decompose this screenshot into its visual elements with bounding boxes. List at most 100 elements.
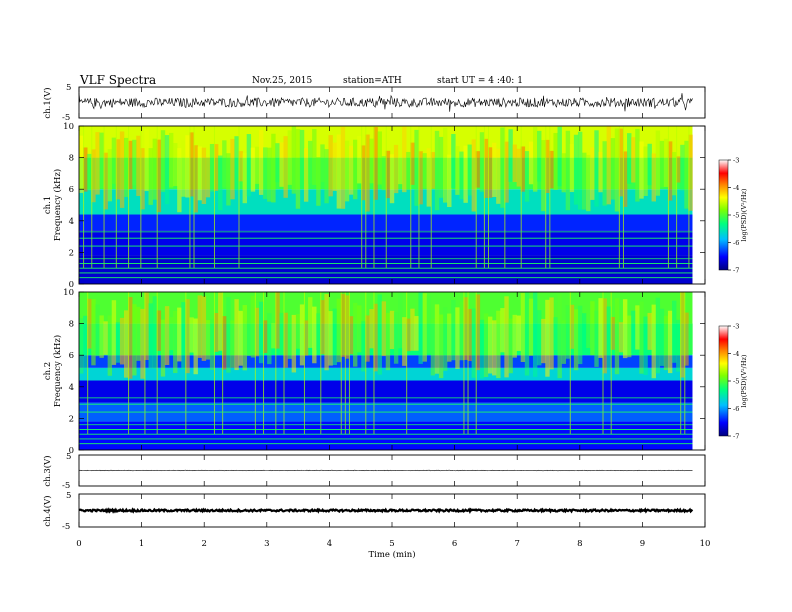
time-tick-label: 9 xyxy=(640,539,645,549)
ch1-spectrogram-streak xyxy=(336,134,342,209)
ch1-spectrogram-sferic xyxy=(189,126,191,269)
ch1-spectrogram-streak xyxy=(594,130,599,207)
ch2-spectrogram-sferic xyxy=(222,292,224,435)
ch2-spectrogram-streak xyxy=(565,305,571,359)
ch2-spectrogram-streak xyxy=(218,292,223,351)
ch2-spectrogram-streak xyxy=(111,300,117,365)
ch1-spectrogram-streak xyxy=(173,143,178,187)
ch1-spectrogram-streak xyxy=(647,143,652,186)
ch1-spectrogram-streak xyxy=(373,127,378,200)
ch1-spectrogram-streak xyxy=(369,138,374,184)
ch2-spectrogram-streak xyxy=(639,301,644,374)
ch2-spectrogram-streak xyxy=(164,306,170,366)
ch1-spectrogram-sferic xyxy=(667,126,669,269)
ch2-spectrogram-streak xyxy=(353,302,358,367)
ch1-spectrogram-streak xyxy=(357,135,362,184)
ch1-spectrogram-streak xyxy=(496,148,501,204)
ch1-spectrogram-streak xyxy=(222,140,227,188)
ch1-spectrogram-streak xyxy=(479,132,485,192)
ch1-spectrogram-streak xyxy=(651,153,656,202)
ch1-spectrogram-streak xyxy=(447,154,452,207)
ch2-spectrogram-streak xyxy=(230,320,235,368)
ch2-spectrogram-streak xyxy=(287,322,292,359)
ch2-spectrogram-ytick-label: 4 xyxy=(69,383,74,393)
ch2-spectrogram-streak xyxy=(299,304,305,366)
ch2-spectrogram-streak xyxy=(467,308,472,362)
ch2-spectrogram-streak xyxy=(614,298,620,375)
ch2-spectrogram-streak xyxy=(234,299,239,371)
ch1-spectrogram-streak xyxy=(267,147,272,202)
ch2-spectrogram-streak xyxy=(238,310,243,366)
ch1-spectrogram-streak xyxy=(385,150,391,199)
ch2-spectrogram-sferic xyxy=(340,292,342,435)
ch1-spectrogram-streak xyxy=(545,139,550,193)
ch1-spectrogram-sferic xyxy=(103,126,105,269)
ch1-spectrogram-streak xyxy=(353,139,358,200)
ch1-spectrogram-streak xyxy=(156,139,162,213)
ch1-spectrogram-streak xyxy=(140,148,145,210)
ch1-spectrogram-sferic xyxy=(83,126,85,269)
ch1-colorbar-tick-label: -7 xyxy=(733,267,739,275)
ch1-spectrogram-sferic xyxy=(618,126,620,269)
ch2-spectrogram-streak xyxy=(185,299,190,374)
ch1-colorbar-tick-label: -3 xyxy=(733,157,739,165)
ch2-spectrogram-streak xyxy=(402,317,407,366)
ch3-ytick-top: 5 xyxy=(66,452,71,462)
ch2-spectrogram-sferic xyxy=(275,292,277,435)
ch1-spectrogram-streak xyxy=(197,146,202,201)
ch2-spectrogram-streak xyxy=(328,311,333,366)
ch2-spectrogram-streak xyxy=(144,292,149,360)
ch1-spectrogram-streak xyxy=(622,151,628,207)
ch2-spectrogram-streak xyxy=(226,296,231,373)
ch2-spectrogram-streak xyxy=(160,319,166,377)
ch1-spectrogram-streak xyxy=(164,135,170,205)
ch2-spectrogram-sferic xyxy=(303,292,305,435)
ch1-spectrogram-streak xyxy=(132,139,137,186)
ch2-spectrogram-streak xyxy=(418,292,423,364)
ch2-spectrogram-streak xyxy=(381,301,387,357)
ch2-spectrogram-streak xyxy=(569,304,575,349)
ch1-spectrogram-ytick-label: 4 xyxy=(69,217,74,227)
ch1-spectrogram-streak xyxy=(320,144,325,183)
ch2-spectrogram-streak xyxy=(250,295,256,358)
ch2-spectrogram-streak xyxy=(573,309,579,371)
ch1-spectrogram-ylabel-channel: ch.1 xyxy=(43,196,53,214)
ch2-colorbar-tick-label: -6 xyxy=(733,405,739,413)
ch2-spectrogram-ytick-label: 10 xyxy=(63,288,74,298)
ch2-spectrogram-streak xyxy=(107,315,113,376)
ch2-spectrogram-sferic xyxy=(87,292,89,435)
ch1-colorbar xyxy=(718,159,729,271)
ch2-spectrogram-streak xyxy=(561,320,566,364)
ch1-spectrogram-streak xyxy=(344,140,350,202)
ch2-spectrogram-streak xyxy=(177,307,182,362)
ch1-spectrogram-streak xyxy=(459,151,464,200)
date-label: Nov.25, 2015 xyxy=(252,76,313,86)
ch1-spectrogram-streak xyxy=(254,146,260,184)
time-tick-label: 8 xyxy=(577,539,582,549)
ch3-waveform-trace xyxy=(78,469,693,472)
ch1-spectrogram-streak xyxy=(549,150,554,189)
ch2-spectrogram-streak xyxy=(487,316,493,374)
ch1-spectrogram-streak xyxy=(586,154,591,212)
ch4-ytick-bottom: -5 xyxy=(62,522,70,532)
ch2-spectrogram-streak xyxy=(537,310,542,366)
ch1-colorbar-tick-label: -4 xyxy=(733,184,739,192)
ch2-spectrogram-streak xyxy=(132,304,137,376)
ch1-spectrogram-streak xyxy=(418,151,423,205)
ch2-spectrogram-streak xyxy=(316,313,321,351)
ch2-spectrogram-sferic xyxy=(365,292,367,435)
ch1-spectrogram-streak xyxy=(389,154,395,204)
ch2-spectrogram-streak xyxy=(344,295,350,359)
ch1-waveform-trace xyxy=(78,92,693,112)
ch1-spectrogram-streak xyxy=(115,139,121,200)
ch2-spectrogram-streak xyxy=(209,319,215,370)
ch2-spectrogram-streak xyxy=(430,318,436,376)
ch1-spectrogram-sferic xyxy=(545,126,547,269)
ch1-spectrogram-streak xyxy=(189,132,194,197)
ch2-spectrogram-streak xyxy=(242,305,247,371)
ch2-spectrogram-streak xyxy=(553,317,558,351)
ch2-spectrogram-ytick-label: 8 xyxy=(69,320,74,330)
ch2-spectrogram-streak xyxy=(365,315,370,362)
ch2-spectrogram-streak xyxy=(398,292,403,349)
ch2-spectrogram-streak xyxy=(414,316,419,351)
